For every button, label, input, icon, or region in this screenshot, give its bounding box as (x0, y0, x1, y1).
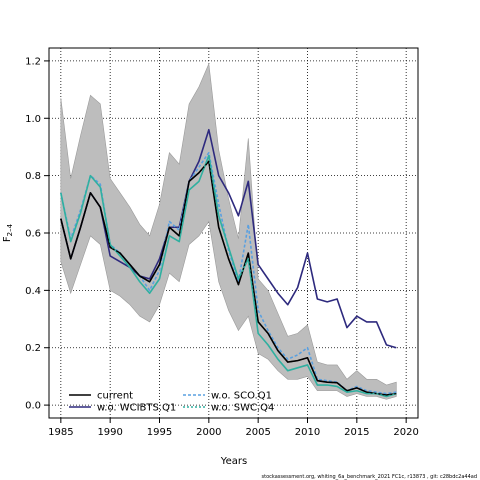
x-tick-label: 1990 (97, 427, 122, 438)
x-tick-label: 1995 (147, 427, 172, 438)
x-tick-label: 2010 (295, 427, 320, 438)
x-tick-label: 2005 (245, 427, 270, 438)
x-axis-ticks: 1985 1990 1995 2000 2005 2010 2015 2020 (48, 418, 419, 438)
legend-label: w.o. SCO.Q1 (211, 391, 272, 402)
y-tick-label: 0.6 (25, 229, 41, 240)
x-tick-label: 1985 (48, 427, 73, 438)
series-line-2 (60, 128, 397, 349)
y-tick-label: 1.2 (25, 56, 41, 67)
x-tick-label: 2020 (393, 427, 418, 438)
series-lines (60, 128, 397, 398)
confidence-band-area (60, 62, 397, 400)
y-tick-label: 0.2 (25, 343, 41, 354)
y-tick-label: 0.4 (25, 286, 41, 297)
y-axis-label: F2–4 (2, 223, 14, 242)
confidence-band (60, 62, 397, 400)
series-line-4 (60, 154, 397, 398)
legend-label: current (97, 391, 133, 402)
y-axis-ticks: 0.0 0.2 0.4 0.6 0.8 1.0 1.2 (25, 56, 49, 412)
y-axis-label-main: F (2, 236, 13, 242)
footnote: stockassessment.org, whiting_6a_benchmar… (262, 474, 477, 480)
legend-label: w.o. SWC.Q4 (211, 403, 274, 414)
x-tick-label: 2015 (344, 427, 369, 438)
x-tick-label: 2000 (196, 427, 221, 438)
y-tick-label: 0.8 (25, 171, 41, 182)
series-line-5 (60, 160, 397, 396)
y-axis-label-sub: 2–4 (6, 223, 14, 236)
y-tick-label: 1.0 (25, 114, 41, 125)
y-tick-label: 0.0 (25, 401, 41, 412)
legend-label: w.o. WCIBTS.Q1 (97, 403, 176, 414)
x-axis-label: Years (220, 456, 247, 467)
